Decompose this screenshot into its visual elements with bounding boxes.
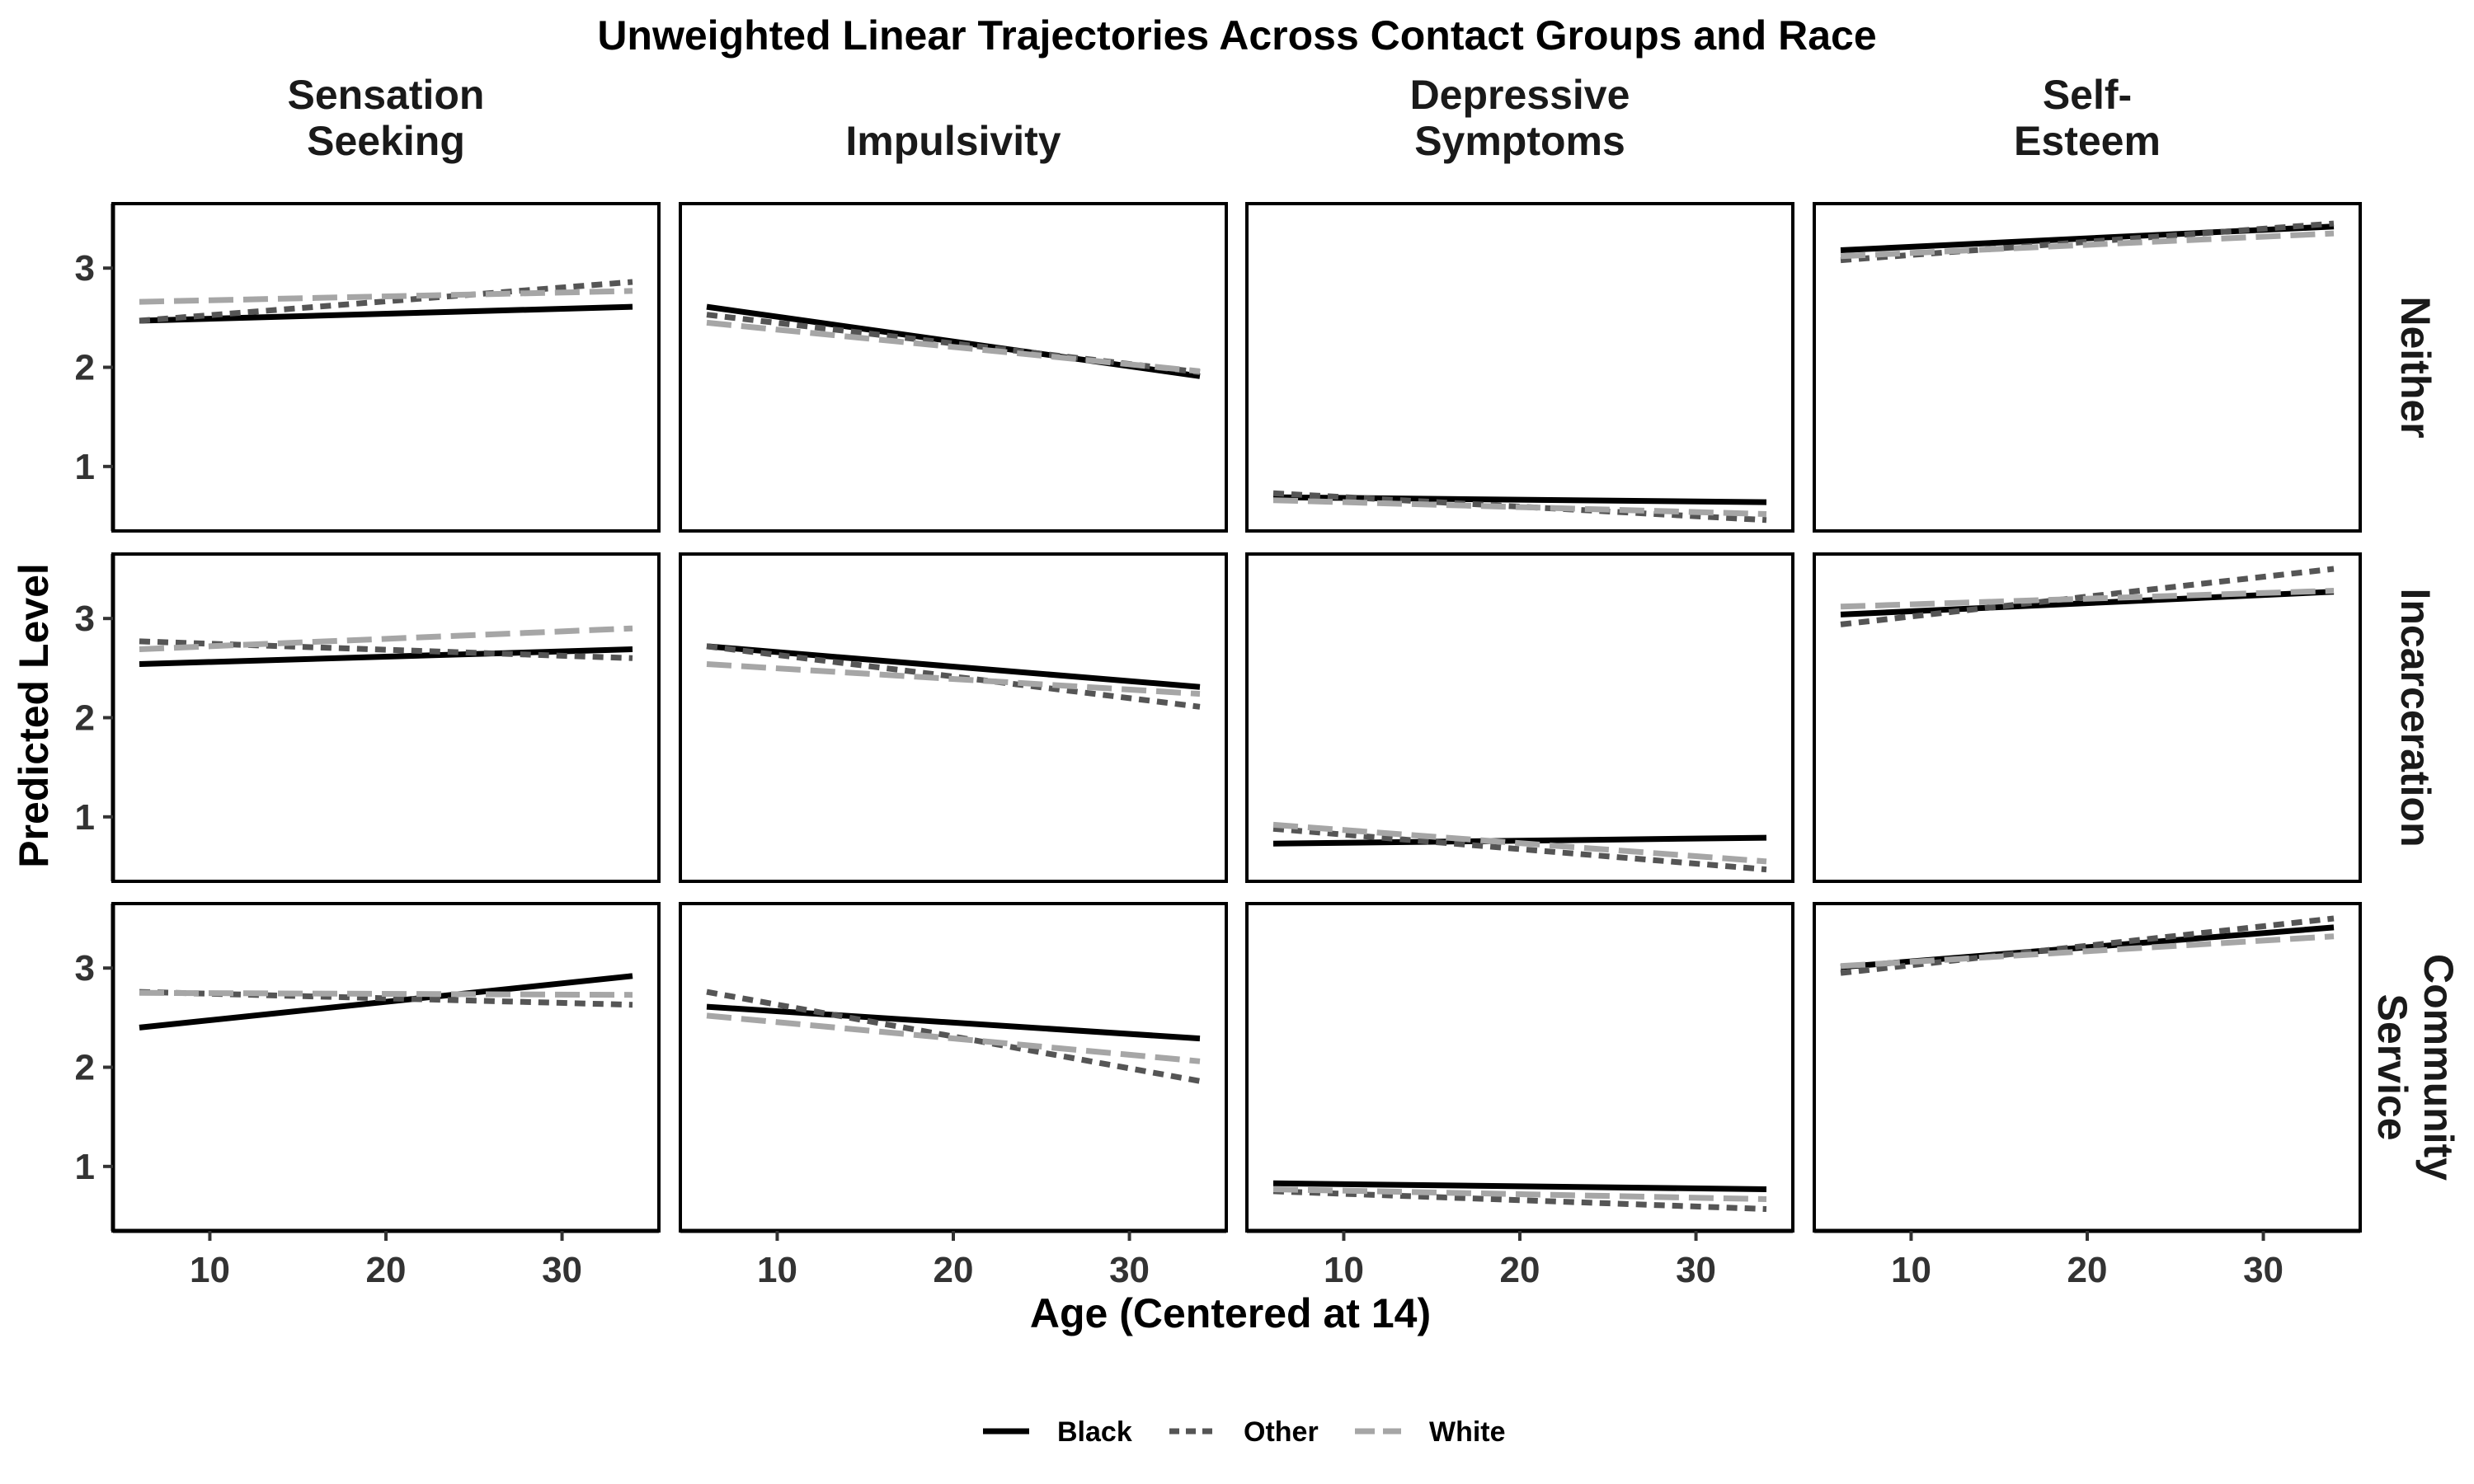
x-tick-label: 10 — [1891, 1250, 1931, 1290]
series-line-other — [1272, 1188, 1767, 1212]
panel-1-3 — [1840, 566, 2335, 627]
series-line-white — [706, 661, 1201, 697]
panel-2-2 — [1272, 1180, 1767, 1212]
panel-0-2 — [1272, 490, 1767, 524]
y-tick-label: 1 — [75, 1147, 95, 1187]
panel-0-0 — [139, 279, 633, 324]
panel-border — [1245, 552, 1794, 883]
series-line-black — [139, 973, 633, 1031]
x-tick-label: 30 — [1109, 1250, 1150, 1290]
series-line-white — [706, 1012, 1201, 1064]
series-line-black — [706, 303, 1201, 379]
panel-border — [1813, 552, 2362, 883]
panel-border — [1245, 202, 1794, 533]
series-line-black — [1840, 223, 2335, 253]
panel-1-0 — [139, 625, 633, 667]
x-tick-label: 10 — [757, 1250, 797, 1290]
series-line-other — [706, 643, 1201, 710]
column-strip-label: Impulsivity — [845, 118, 1061, 164]
panel-border — [1813, 902, 2362, 1233]
row-strip-label-line: Neither — [2392, 296, 2439, 438]
column-strip-label: Esteem — [2014, 118, 2161, 164]
column-strip-label: Self- — [2043, 72, 2132, 118]
panel-border — [1245, 902, 1794, 1233]
x-tick-label: 20 — [366, 1250, 407, 1290]
legend: Black Other White — [983, 1416, 1506, 1448]
panel-border — [111, 552, 661, 883]
x-tick-label: 20 — [934, 1250, 974, 1290]
series-line-other — [1272, 490, 1767, 524]
row-strip-label: Neither — [2392, 296, 2439, 438]
panel-border — [111, 202, 661, 533]
panel-2-0 — [139, 973, 633, 1031]
panel-0-1 — [706, 303, 1201, 379]
chart-title: Unweighted Linear Trajectories Across Co… — [597, 12, 1876, 59]
y-axis: 1 2 3 1 2 3 1 2 3 — [75, 204, 115, 1231]
panel-0-3 — [1840, 220, 2335, 264]
series-line-white — [706, 319, 1201, 374]
legend-label-other: Other — [1244, 1416, 1319, 1448]
y-tick-label: 2 — [75, 1048, 95, 1088]
panel-border — [111, 902, 661, 1233]
row-strip-label: Incarceration — [2392, 588, 2439, 847]
row-strip-label-line: Service — [2369, 994, 2415, 1141]
y-tick-label: 2 — [75, 348, 95, 388]
series-line-white — [1272, 497, 1767, 517]
series-line-white — [1272, 1186, 1767, 1202]
series-line-other — [1840, 566, 2335, 627]
series-line-white — [1840, 933, 2335, 970]
series-line-other — [139, 279, 633, 324]
x-tick-label: 30 — [2243, 1250, 2284, 1290]
panel-2-1 — [706, 989, 1201, 1084]
series-line-white — [1840, 230, 2335, 260]
x-tick-label: 20 — [1500, 1250, 1540, 1290]
x-tick-label: 10 — [1324, 1250, 1364, 1290]
series-line-white — [139, 989, 633, 998]
panel-1-2 — [1272, 821, 1767, 873]
series-line-black — [706, 1003, 1201, 1042]
x-tick-label: 30 — [1676, 1250, 1716, 1290]
row-strip-label-line: Community — [2415, 954, 2462, 1181]
x-axis-title: Age (Centered at 14) — [1030, 1290, 1431, 1336]
series-line-other — [706, 989, 1201, 1084]
column-strip-label: Symptoms — [1414, 118, 1625, 164]
y-tick-label: 2 — [75, 698, 95, 739]
series-line-white — [1840, 588, 2335, 610]
column-strip-label: Sensation — [288, 72, 485, 118]
column-strip-label: Seeking — [307, 118, 465, 164]
series-line-black — [1272, 1180, 1767, 1192]
y-tick-label: 3 — [75, 948, 95, 989]
y-axis-title: Predicted Level — [11, 563, 57, 868]
series-line-black — [1840, 589, 2335, 618]
panel-1-1 — [706, 643, 1201, 710]
series-line-other — [706, 312, 1201, 375]
panel-border — [679, 902, 1228, 1233]
row-strip-label-line: Incarceration — [2392, 588, 2439, 847]
series-line-white — [1272, 821, 1767, 865]
panel-border — [679, 552, 1228, 883]
series-line-black — [139, 646, 633, 667]
y-tick-label: 3 — [75, 599, 95, 639]
series-line-white — [139, 288, 633, 305]
y-tick-label: 1 — [75, 797, 95, 838]
legend-label-white: White — [1429, 1416, 1506, 1448]
series-line-black — [706, 643, 1201, 690]
x-tick-label: 30 — [542, 1250, 582, 1290]
series-line-white — [139, 625, 633, 652]
y-tick-label: 1 — [75, 447, 95, 487]
column-strip-label: Depressive — [1410, 72, 1630, 118]
panel-2-3 — [1840, 915, 2335, 976]
legend-label-black: Black — [1057, 1416, 1132, 1448]
panel-grid — [111, 202, 2362, 1233]
y-tick-label: 3 — [75, 248, 95, 289]
x-axis: 10 20 30 10 20 30 10 20 30 10 20 30 — [113, 1228, 2360, 1290]
series-line-black — [139, 303, 633, 324]
series-line-other — [1272, 825, 1767, 873]
x-tick-label: 10 — [190, 1250, 230, 1290]
x-tick-label: 20 — [2067, 1250, 2108, 1290]
